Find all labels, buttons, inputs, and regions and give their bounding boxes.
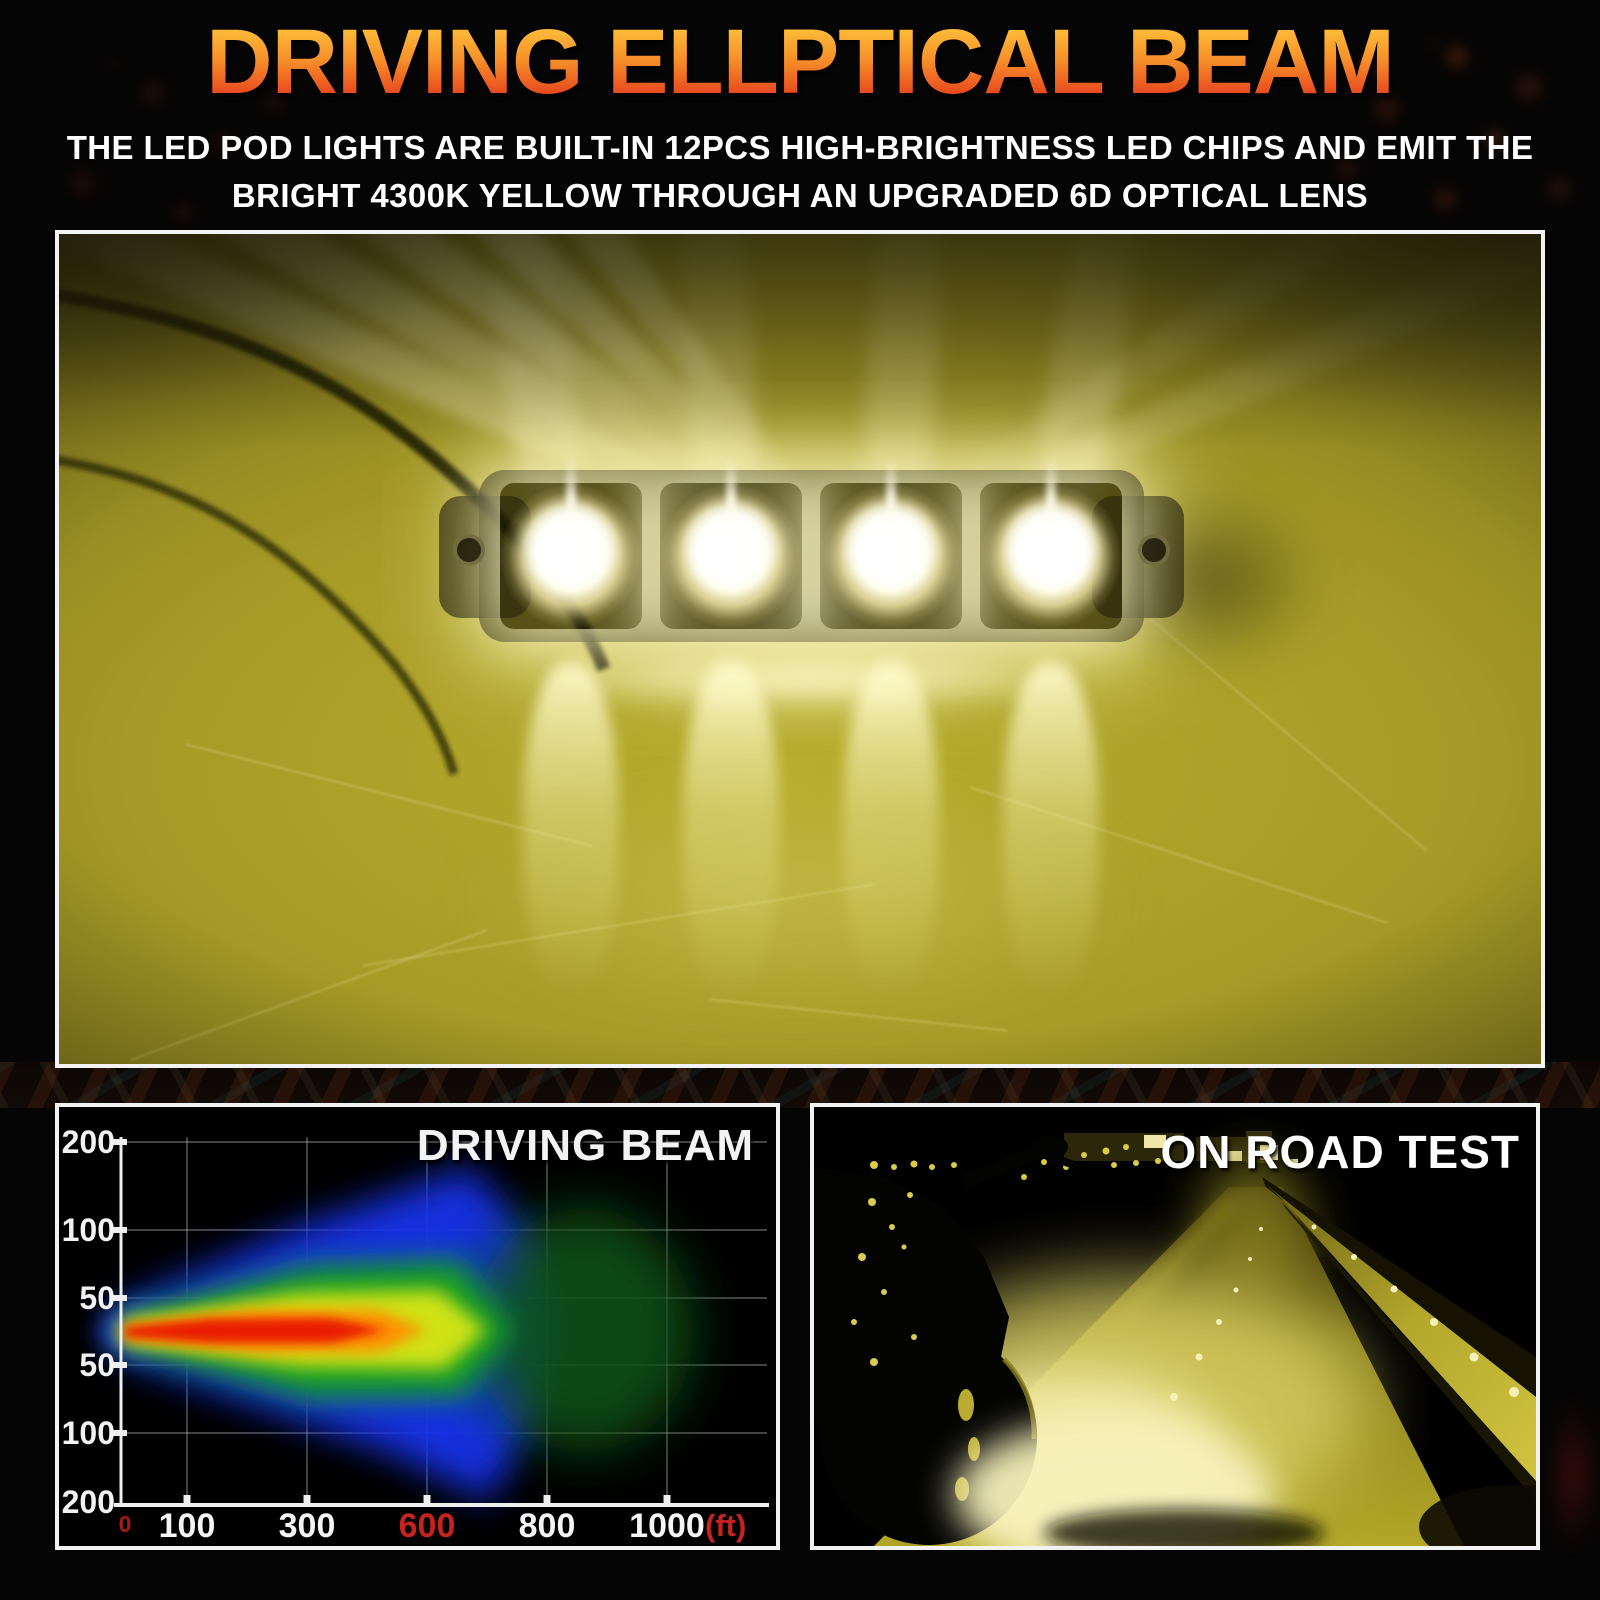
y-tick-label: 100 bbox=[62, 1212, 115, 1248]
y-tick-label: 50 bbox=[79, 1280, 115, 1316]
page-title: DRIVING ELLPTICAL BEAM bbox=[0, 16, 1600, 108]
x-axis-labels: 0 100 300 600 800 1000 (ft) bbox=[119, 1507, 747, 1545]
x-tick-label: 1000 bbox=[629, 1507, 705, 1545]
x-tick-label: 800 bbox=[519, 1507, 576, 1545]
led-lens-pod-1 bbox=[500, 483, 642, 629]
circuit-board-strip bbox=[0, 1062, 1600, 1108]
screw-hole bbox=[1138, 534, 1170, 566]
road-test-panel: ON ROAD TEST bbox=[810, 1103, 1540, 1550]
y-tick-label: 200 bbox=[62, 1124, 115, 1160]
beam-chart-title: DRIVING BEAM bbox=[416, 1121, 754, 1170]
y-axis-labels: 200 100 50 50 100 200 bbox=[62, 1124, 115, 1520]
led-lens-pod-3 bbox=[820, 483, 962, 629]
x-tick-label: 0 bbox=[119, 1511, 132, 1537]
chart-axes bbox=[113, 1137, 769, 1507]
x-tick-label: 300 bbox=[279, 1507, 336, 1545]
x-tick-label: 100 bbox=[159, 1507, 216, 1545]
subtitle-line-1: THE LED POD LIGHTS ARE BUILT-IN 12PCS HI… bbox=[66, 129, 1534, 166]
bike-glints bbox=[851, 1192, 917, 1366]
screw-hole bbox=[453, 534, 485, 566]
subtitle-line-2: BRIGHT 4300K YELLOW THROUGH AN UPGRADED … bbox=[231, 177, 1369, 214]
x-axis-unit-label: (ft) bbox=[705, 1508, 746, 1543]
x-tick-label: 600 bbox=[399, 1507, 456, 1545]
y-tick-label: 50 bbox=[79, 1347, 115, 1383]
y-tick-label: 100 bbox=[62, 1415, 115, 1451]
wheel-shadow bbox=[1044, 1509, 1324, 1546]
road-reflectors bbox=[1170, 1224, 1519, 1401]
beam-heatmap-blob bbox=[99, 1167, 694, 1501]
circuit-glow-bottom-right bbox=[1546, 1400, 1600, 1550]
road-test-title: ON ROAD TEST bbox=[1160, 1126, 1520, 1178]
hero-vignette bbox=[59, 234, 1541, 1064]
motorcycle-silhouette bbox=[814, 1135, 1081, 1545]
road-test-photo bbox=[814, 1107, 1536, 1546]
circuit-bokeh-top-right bbox=[1430, 40, 1436, 46]
curb-base-shadow bbox=[1282, 1202, 1536, 1501]
circuit-bokeh-top-left bbox=[110, 60, 116, 66]
led-lens-pod-4 bbox=[980, 483, 1122, 629]
led-lens-pod-2 bbox=[660, 483, 802, 629]
y-tick-label: 200 bbox=[62, 1484, 115, 1520]
beam-pattern-chart: 200 100 50 50 100 200 0 100 300 600 800 … bbox=[59, 1107, 776, 1546]
hero-photo-panel bbox=[55, 230, 1545, 1068]
roadside-dark-patch bbox=[1419, 1485, 1536, 1546]
beam-chart-panel: DRIVING BEAM bbox=[55, 1103, 780, 1550]
